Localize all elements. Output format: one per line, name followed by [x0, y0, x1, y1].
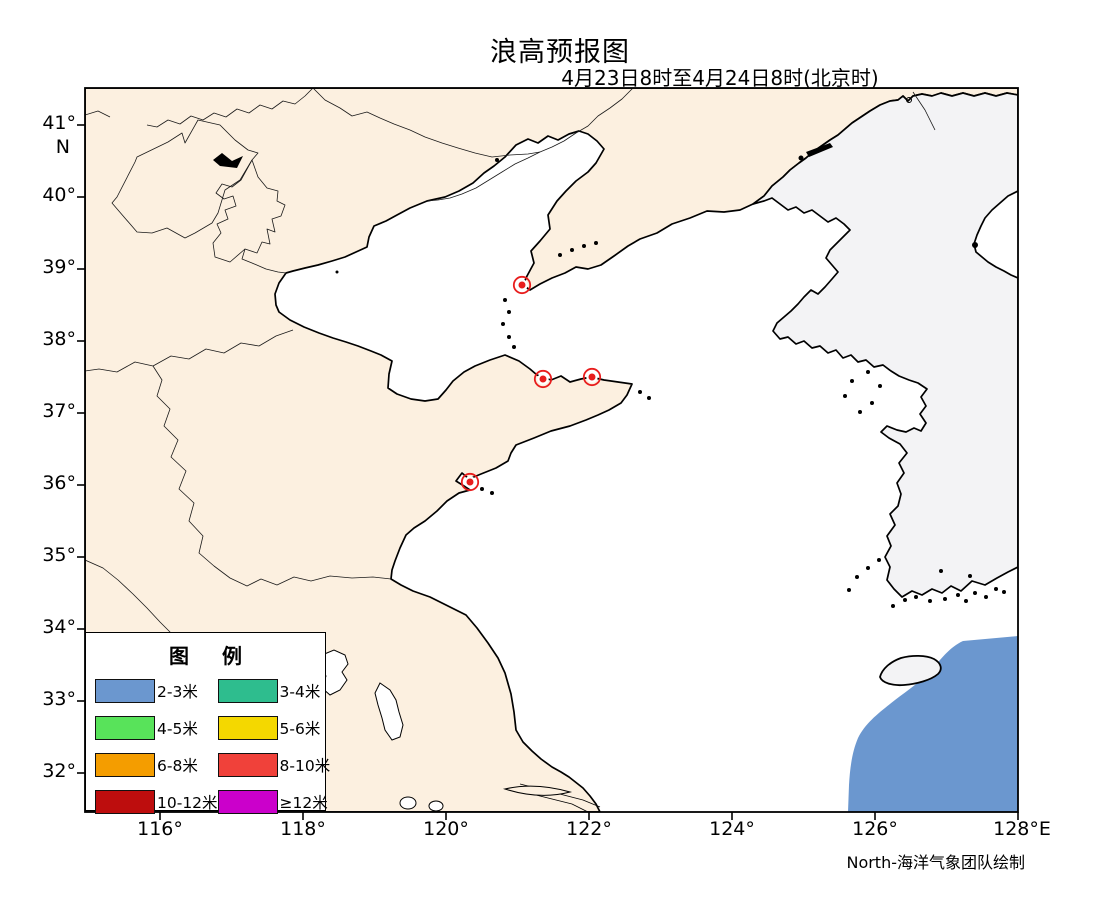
hebei-shandong-boundary — [85, 329, 294, 373]
chongming-island — [502, 785, 573, 796]
legend-label: ≥12米 — [279, 794, 328, 812]
station-marker — [582, 367, 602, 387]
y-axis-label: 39° — [42, 256, 76, 278]
korea-landmass — [752, 92, 1018, 598]
beijing-boundary — [111, 119, 259, 239]
legend-label: 6-8米 — [157, 757, 198, 775]
axis-ticks — [77, 124, 1019, 820]
legend-swatch-5-6m — [217, 716, 278, 740]
station-marker — [533, 369, 553, 389]
tianjin-boundary — [241, 159, 287, 274]
station-marker — [460, 472, 480, 492]
station-marker — [512, 275, 532, 295]
y-axis-label: 36° — [42, 472, 76, 494]
legend-label: 10-12米 — [157, 794, 218, 812]
y-axis-label: 35° — [42, 544, 76, 566]
y-axis-label: 38° — [42, 328, 76, 350]
yalu-reservoir — [806, 143, 833, 157]
y-axis-label: 40° — [42, 184, 76, 206]
legend-grid: 2-3米 3-4米 4-5米 5-6米 6-8米 8-10米 — [86, 669, 330, 814]
legend-label: 3-4米 — [279, 683, 321, 701]
jeju-island — [879, 654, 942, 687]
legend-swatch-2-3m — [95, 679, 155, 703]
y-axis-label: 37° — [42, 400, 76, 422]
x-axis-label: 116° — [137, 818, 183, 840]
province-boundaries — [85, 88, 936, 635]
legend-swatch-ge12m — [217, 790, 278, 814]
legend-label: 4-5米 — [157, 720, 198, 738]
legend-item: 4-5米 — [95, 716, 218, 740]
reservoirs — [213, 143, 978, 248]
legend-item: 2-3米 — [95, 679, 218, 703]
y-axis-label: 34° — [42, 616, 76, 638]
legend-title: 图 例 — [169, 644, 242, 668]
legend-label: 8-10米 — [279, 757, 331, 775]
lakes — [319, 649, 444, 812]
y-axis-label: 41° — [42, 112, 76, 134]
legend-item: 5-6米 — [217, 716, 331, 740]
y-axis-north-label: N — [55, 136, 70, 158]
map-title: 浪高预报图 — [490, 37, 630, 68]
legend-label: 5-6米 — [279, 720, 321, 738]
map-frame — [84, 87, 1019, 813]
border-lake — [906, 97, 912, 103]
station-markers — [460, 275, 602, 492]
legend-item: ≥12米 — [217, 790, 331, 814]
y-axis-label: 33° — [42, 688, 76, 710]
legend-swatch-8-10m — [217, 753, 278, 777]
x-axis-label: 118° — [280, 818, 326, 840]
hebei-liaoning-boundary — [426, 88, 634, 202]
legend-item: 3-4米 — [217, 679, 331, 703]
legend-swatch-6-8m — [95, 753, 155, 777]
x-axis-label: 128°E — [993, 818, 1051, 840]
legend-label: 2-3米 — [157, 683, 198, 701]
legend-item: 6-8米 — [95, 753, 218, 777]
wave-area-2-3m — [848, 636, 1018, 812]
x-axis-label: 122° — [566, 818, 612, 840]
shandong-west-boundary — [152, 365, 392, 587]
small-islands — [335, 158, 1006, 608]
x-axis-label: 120° — [423, 818, 469, 840]
yangtze-estuary — [502, 783, 601, 812]
legend-swatch-3-4m — [217, 679, 278, 703]
gaoyou-lake — [374, 682, 404, 741]
legend-swatch-4-5m — [95, 716, 155, 740]
beijing-reservoir — [213, 153, 243, 168]
legend-swatch-10-12m — [95, 790, 155, 814]
legend-box: 图 例 2-3米 3-4米 4-5米 5-6米 6-8米 — [85, 632, 330, 814]
y-axis-label: 32° — [42, 760, 76, 782]
legend-item: 10-12米 — [95, 790, 218, 814]
map-subtitle: 4月23日8时至4月24日8时(北京时) — [561, 66, 879, 90]
x-axis-label: 124° — [709, 818, 755, 840]
x-axis-label: 126° — [852, 818, 898, 840]
legend-item: 8-10米 — [217, 753, 331, 777]
attribution: North-海洋气象团队绘制 — [846, 853, 1025, 872]
